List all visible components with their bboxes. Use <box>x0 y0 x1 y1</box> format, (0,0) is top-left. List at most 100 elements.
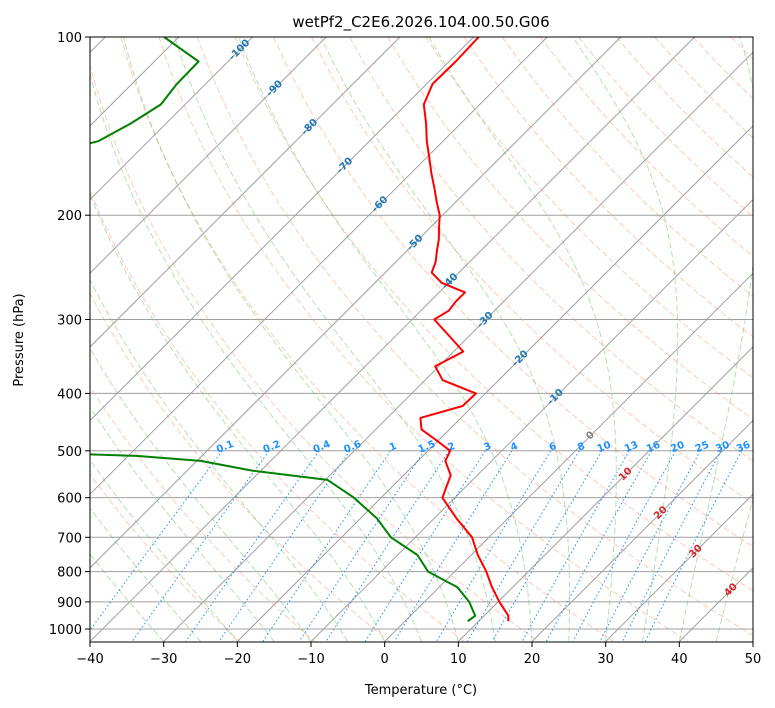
isotherm-line <box>531 419 753 642</box>
isotherm-line <box>605 493 753 642</box>
dry-adiabat <box>234 37 753 592</box>
moist-adiabat <box>572 37 679 642</box>
mixing-ratio-line <box>185 450 320 642</box>
mixing-ratio-label: 3 <box>482 441 493 454</box>
y-tick-label: 500 <box>57 445 82 460</box>
y-tick-label: 200 <box>57 209 82 224</box>
dry-adiabat <box>349 37 753 462</box>
x-axis-label: Temperature (°C) <box>364 683 477 698</box>
x-tick-label: −30 <box>150 652 177 667</box>
dry-adiabat <box>463 37 753 338</box>
mixing-ratio-line <box>298 450 425 642</box>
y-tick-label: 300 <box>57 313 82 328</box>
mixing-ratio-label: 8 <box>576 441 587 454</box>
moist-adiabat <box>238 37 533 642</box>
x-tick-label: 10 <box>450 652 467 667</box>
y-tick-label: 1000 <box>49 623 82 638</box>
moist-adiabat <box>174 37 496 642</box>
moist-adiabat <box>90 278 349 642</box>
mixing-ratio-line <box>572 450 677 642</box>
sounding-profiles <box>90 37 510 623</box>
moist-adiabat <box>90 347 312 642</box>
dry-adiabat <box>90 292 390 642</box>
y-tick-label: 600 <box>57 492 82 507</box>
isotherm-line <box>163 51 753 642</box>
mixing-ratio-label: 16 <box>645 440 662 455</box>
mixing-ratio-label: 6 <box>548 441 559 454</box>
isotherm-line <box>90 37 695 642</box>
mixing-ratio-label: 1 <box>388 441 399 454</box>
axes: −40 −30 −20 −10 0 10 20 30 40 50 100 200 300 400 500 60… <box>49 31 761 667</box>
moist-adiabat <box>678 37 753 642</box>
dry-adiabat <box>90 473 241 642</box>
x-tick-label: −20 <box>224 652 251 667</box>
isotherm-line <box>384 272 753 642</box>
dry-adiabat <box>90 189 465 642</box>
y-tick-label: 700 <box>57 531 82 546</box>
chart-title: wetPf2_C2E6.2026.104.00.50.G06 <box>292 13 549 32</box>
moist-adiabat <box>90 406 275 642</box>
dry-adiabat <box>158 37 689 642</box>
dry-adiabat <box>272 37 753 548</box>
dewpoint-profile <box>90 37 477 623</box>
mixing-ratio-label: 4 <box>509 441 520 454</box>
moist-adiabat <box>90 72 422 642</box>
mixing-ratio-label: 30 <box>714 440 731 455</box>
y-tick-label: 900 <box>57 596 82 611</box>
x-tick-label: 0 <box>381 652 389 667</box>
dry-adiabat <box>501 37 753 298</box>
x-tick-label: −10 <box>297 652 324 667</box>
mixing-ratio-label: 20 <box>669 440 686 455</box>
dry-adiabat <box>90 385 316 642</box>
mixing-ratio-line <box>364 450 486 642</box>
mixing-ratio-line <box>131 450 270 642</box>
x-tick-label: 30 <box>597 652 614 667</box>
mixing-ratio-line <box>644 450 743 642</box>
mixing-ratio-line <box>218 450 351 642</box>
x-tick-label: 40 <box>671 652 688 667</box>
mixing-ratio-label: 13 <box>623 440 640 455</box>
isotherm-line <box>90 37 548 495</box>
mixing-ratio-line <box>599 450 701 642</box>
y-axis-label: Pressure (hPa) <box>12 293 27 386</box>
dry-adiabat <box>120 37 614 642</box>
background-lines <box>90 37 753 642</box>
isotherm-line <box>90 37 474 422</box>
dry-adiabat <box>311 37 753 505</box>
isotherm-line <box>236 125 753 642</box>
moist-adiabat <box>90 507 201 642</box>
isotherm-line <box>90 37 327 274</box>
x-tick-label: 50 <box>745 652 762 667</box>
y-tick-label: 800 <box>57 566 82 581</box>
moist-adiabat <box>123 37 459 642</box>
moist-adiabat <box>90 193 386 642</box>
y-tick-label: 400 <box>57 387 82 402</box>
dry-adiabat <box>90 63 540 642</box>
mixing-ratio-label: 2 <box>446 441 457 454</box>
mixing-ratio-label: 36 <box>735 440 752 455</box>
moist-adiabat <box>90 553 165 642</box>
mixing-ratio-line <box>491 450 603 642</box>
mixing-ratio-line <box>393 450 513 642</box>
mixing-ratio-line <box>262 450 392 642</box>
mixing-ratio-label: 25 <box>694 440 711 455</box>
isotherm-line <box>90 37 622 569</box>
mixing-ratio-line <box>621 450 722 642</box>
y-tick-label: 100 <box>57 31 82 46</box>
isotherm-line <box>310 198 753 642</box>
moist-adiabat <box>90 458 238 642</box>
temperature-profile <box>419 37 510 622</box>
isotherm-line <box>90 37 253 201</box>
x-tick-label: 20 <box>524 652 541 667</box>
plot-frame <box>89 36 754 643</box>
isotherm-line <box>457 346 753 642</box>
mixing-ratio-line <box>545 450 652 642</box>
x-tick-label: −40 <box>76 652 103 667</box>
moist-adiabat <box>428 37 617 642</box>
mixing-ratio-line <box>90 450 223 632</box>
mixing-ratio-line <box>521 450 630 642</box>
moist-adiabat <box>320 37 571 642</box>
isotherm-line <box>90 37 401 348</box>
